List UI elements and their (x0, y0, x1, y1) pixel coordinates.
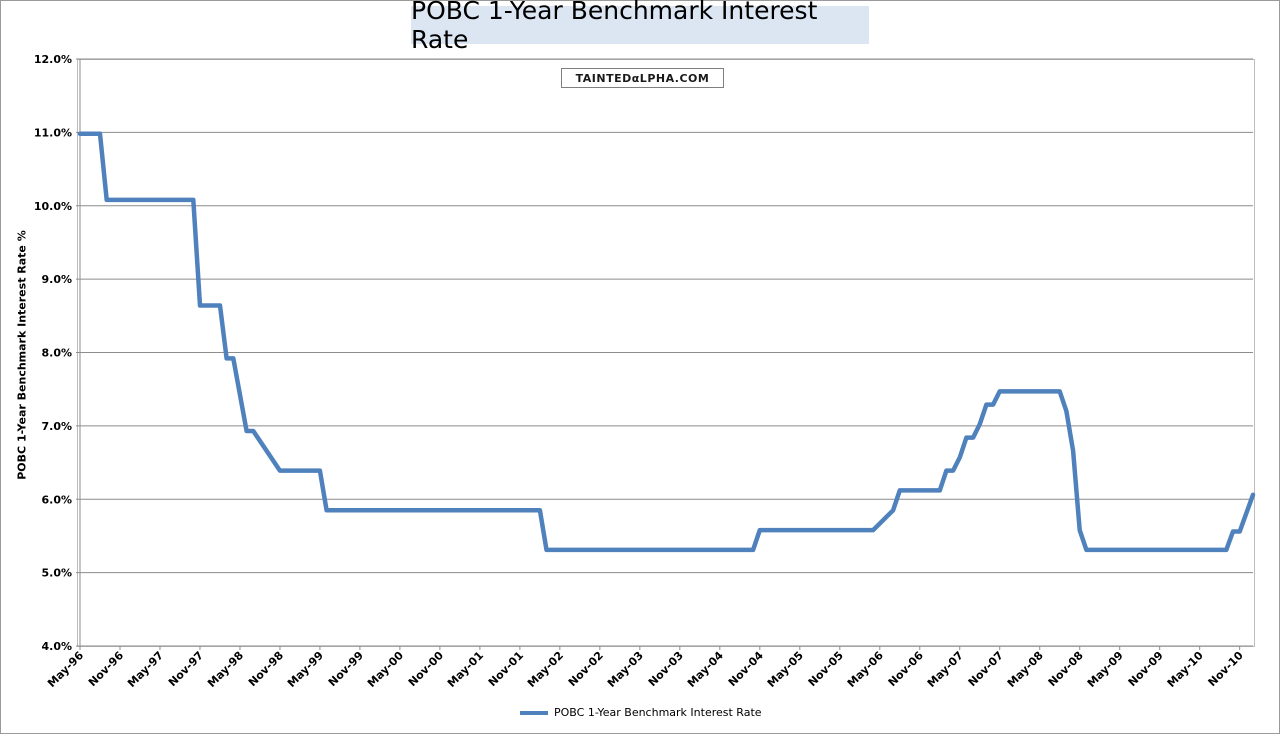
y-tick-label: 4.0% (41, 640, 72, 653)
y-tick-label: 9.0% (41, 273, 72, 286)
y-tick-label: 8.0% (41, 347, 72, 360)
y-tick-label: 12.0% (34, 53, 72, 66)
x-tick-label: May-06 (845, 649, 886, 690)
x-tick-label: May-97 (125, 649, 166, 690)
x-tick-label: Nov-05 (806, 649, 846, 689)
legend-label: POBC 1-Year Benchmark Interest Rate (554, 706, 762, 719)
x-tick-label: Nov-04 (726, 649, 766, 689)
x-tick-label: Nov-08 (1046, 649, 1086, 689)
x-tick-label: Nov-96 (86, 649, 126, 689)
x-tick-label: May-02 (525, 649, 566, 690)
x-tick-label: Nov-10 (1206, 649, 1246, 689)
y-tick-label: 10.0% (34, 200, 72, 213)
chart-title-box: POBC 1-Year Benchmark Interest Rate (411, 0, 869, 54)
x-tick-label: Nov-02 (566, 649, 606, 689)
y-tick-label: 6.0% (41, 493, 72, 506)
x-tick-label: May-04 (685, 649, 726, 690)
y-tick-label: 5.0% (41, 567, 72, 580)
y-tick-label: 7.0% (41, 420, 72, 433)
x-tick-label: Nov-01 (486, 649, 526, 689)
x-tick-label: May-00 (365, 649, 406, 690)
x-tick-label: May-09 (1085, 649, 1126, 690)
x-tick-label: May-99 (285, 649, 326, 690)
x-tick-label: May-96 (45, 649, 86, 690)
x-tick-label: May-08 (1005, 649, 1046, 690)
x-tick-label: May-10 (1165, 649, 1206, 690)
x-tick-label: Nov-00 (406, 649, 446, 689)
legend: POBC 1-Year Benchmark Interest Rate (520, 706, 762, 719)
x-tick-label: Nov-99 (326, 649, 366, 689)
x-tick-label: May-03 (605, 649, 646, 690)
x-tick-label: Nov-98 (246, 649, 286, 689)
x-tick-label: May-05 (765, 649, 806, 690)
x-tick-label: Nov-06 (886, 649, 926, 689)
x-tick-label: May-07 (925, 649, 966, 690)
x-tick-label: Nov-03 (646, 649, 686, 689)
x-tick-label: Nov-09 (1126, 649, 1166, 689)
watermark-logo: TAINTEDαLPHA.COM (561, 68, 724, 88)
x-tick-label: May-98 (205, 649, 246, 690)
y-tick-label: 11.0% (34, 126, 72, 139)
x-tick-label: Nov-07 (966, 649, 1006, 689)
series-line (77, 131, 1256, 553)
legend-swatch (520, 710, 548, 715)
y-axis-title: POBC 1-Year Benchmark Interest Rate % (15, 230, 29, 480)
x-tick-label: May-01 (445, 649, 486, 690)
chart-title: POBC 1-Year Benchmark Interest Rate (411, 0, 818, 54)
x-tick-label: Nov-97 (166, 649, 206, 689)
